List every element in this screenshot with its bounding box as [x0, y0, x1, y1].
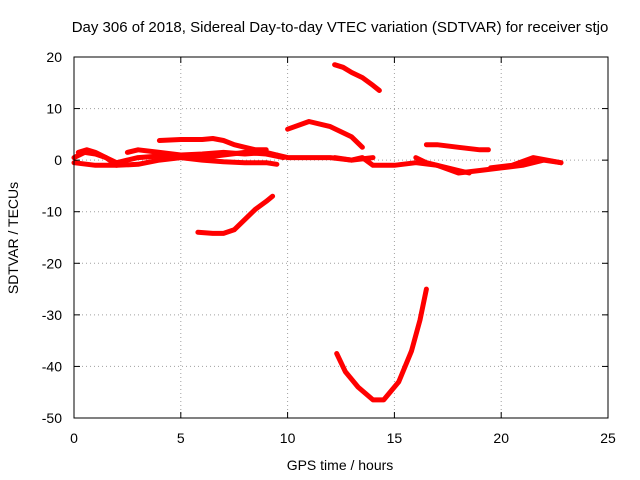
- y-tick-label: -50: [42, 410, 62, 426]
- y-tick-label: -40: [42, 358, 62, 374]
- series-arc-3: [75, 147, 120, 168]
- x-tick-label: 10: [280, 430, 296, 446]
- series-arc-14: [334, 286, 429, 403]
- x-tick-labels: 0 5 10 15 20 25: [70, 430, 616, 446]
- x-axis-label: GPS time / hours: [287, 457, 394, 473]
- chart-title: Day 306 of 2018, Sidereal Day-to-day VTE…: [72, 19, 609, 36]
- y-tick-label: -20: [42, 255, 62, 271]
- series-arc-6: [195, 193, 276, 236]
- series-arc-5: [156, 136, 269, 153]
- x-tick-label: 20: [493, 430, 509, 446]
- x-tick-label: 25: [600, 430, 616, 446]
- plot-frame: [73, 56, 609, 419]
- x-tick-label: 5: [177, 430, 185, 446]
- series-arc-2: [71, 155, 280, 168]
- series-arc-11: [423, 142, 491, 153]
- y-tick-labels: 20 10 0 -10 -20 -30 -40 -50: [42, 49, 62, 426]
- y-tick-label: 10: [46, 101, 62, 117]
- series-arc-7: [285, 119, 365, 150]
- x-tick-label: 0: [70, 430, 78, 446]
- y-tick-label: 0: [54, 152, 62, 168]
- series-arc-9: [332, 155, 376, 163]
- ticks: [73, 56, 609, 419]
- y-axis-label: SDTVAR / TECUs: [5, 182, 21, 294]
- series-arc-10: [332, 62, 382, 93]
- y-tick-label: -30: [42, 307, 62, 323]
- x-tick-label: 15: [387, 430, 403, 446]
- series-arc-12: [413, 155, 472, 176]
- series-arc-13: [488, 155, 564, 171]
- y-tick-label: 20: [46, 49, 62, 65]
- y-tick-label: -10: [42, 204, 62, 220]
- series-group: [71, 62, 564, 403]
- series-arc-4: [124, 147, 286, 161]
